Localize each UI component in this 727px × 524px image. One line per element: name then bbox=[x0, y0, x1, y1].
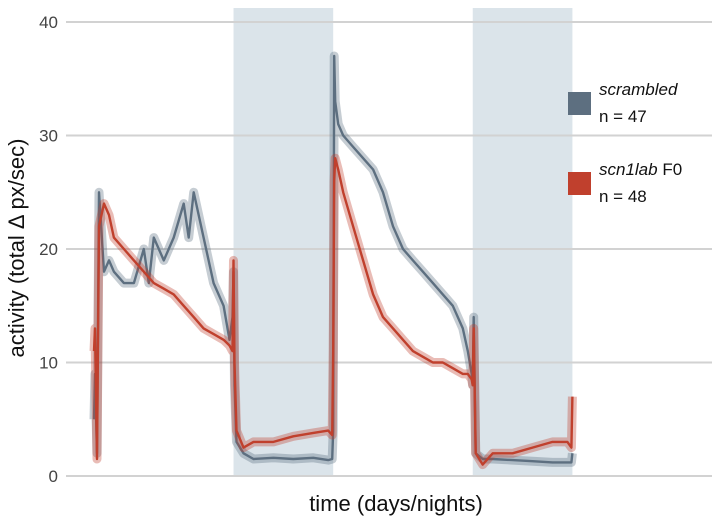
y-tick-label: 10 bbox=[39, 354, 58, 373]
y-tick-label: 0 bbox=[49, 467, 58, 486]
legend-n-scrambled: n = 47 bbox=[599, 107, 647, 126]
x-axis-label: time (days/nights) bbox=[309, 491, 483, 516]
legend: scrambled n = 47 scn1lab F0 n = 48 bbox=[568, 80, 682, 206]
night-shading bbox=[233, 8, 573, 476]
y-axis-label: activity (total Δ px/sec) bbox=[4, 139, 29, 358]
y-tick-label: 30 bbox=[39, 127, 58, 146]
legend-label-scrambled: scrambled bbox=[599, 80, 678, 99]
legend-swatch-scrambled bbox=[568, 92, 591, 115]
night-period-1 bbox=[233, 8, 334, 476]
series-lines bbox=[89, 51, 577, 470]
series-line-scn1lab bbox=[92, 156, 574, 466]
night-period-2 bbox=[472, 8, 573, 476]
legend-n-scn1lab: n = 48 bbox=[599, 187, 647, 206]
y-tick-label: 40 bbox=[39, 13, 58, 32]
y-gridlines bbox=[66, 21, 712, 477]
legend-label-scn1lab: scn1lab F0 bbox=[599, 160, 682, 179]
legend-swatch-scn1lab bbox=[568, 172, 591, 195]
y-tick-labels: 0 10 20 30 40 bbox=[39, 13, 58, 486]
y-tick-label: 20 bbox=[39, 240, 58, 259]
